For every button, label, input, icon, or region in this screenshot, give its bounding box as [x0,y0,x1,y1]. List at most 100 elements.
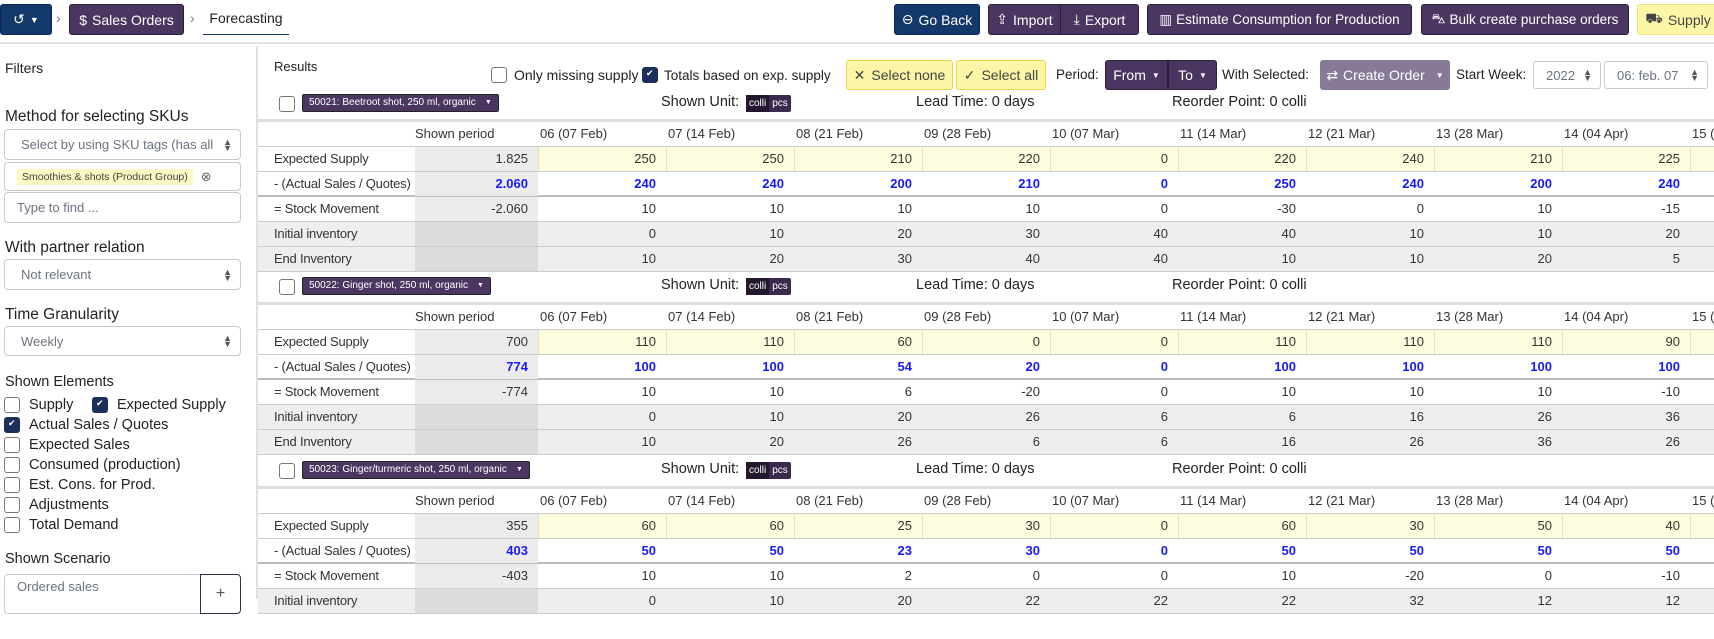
week-value[interactable]: 250 [538,147,666,171]
week-value[interactable]: 50 [1665,543,1680,558]
find-input[interactable]: Type to find ... [4,192,241,223]
element-checkbox[interactable]: Adjustments [4,497,109,513]
unit-colli[interactable]: colli [746,462,770,479]
breadcrumb-sales-orders[interactable]: $ Sales Orders [69,4,184,35]
week-value[interactable] [1690,147,1714,171]
checkbox[interactable] [4,457,20,473]
week-value[interactable]: 240 [1402,176,1424,191]
week-value[interactable]: 240 [762,176,784,191]
week-value[interactable]: 50 [1434,514,1562,538]
week-value[interactable]: 25 [794,514,922,538]
week-value[interactable]: 110 [538,330,666,354]
select-all-button[interactable]: ✓ Select all [956,60,1046,90]
checkbox[interactable] [4,497,20,513]
checkbox[interactable] [4,417,20,433]
week-value[interactable]: 0 [922,330,1050,354]
period-from-dropdown[interactable]: From ▼ [1105,60,1168,90]
element-checkbox[interactable]: Expected Sales [4,437,130,453]
sku-dropdown[interactable]: 50022: Ginger shot, 250 ml, organic ▼ [302,277,491,295]
week-value[interactable]: 220 [922,147,1050,171]
checkbox[interactable] [92,397,108,413]
week-value[interactable]: 50 [1537,543,1552,558]
checkbox[interactable] [491,67,507,83]
week-value[interactable]: 210 [1018,176,1040,191]
week-value[interactable]: 210 [1434,147,1562,171]
week-value[interactable]: 240 [634,176,656,191]
element-checkbox[interactable]: Actual Sales / Quotes [4,417,168,433]
week-value[interactable]: 90 [1562,330,1690,354]
only-missing-checkbox[interactable]: Only missing supply [491,67,639,83]
element-checkbox[interactable]: Total Demand [4,517,118,533]
week-value[interactable]: 100 [1274,359,1296,374]
week-value[interactable]: 0 [1050,147,1178,171]
create-order-dropdown[interactable]: ⇄ Create Order ▼ [1320,60,1450,90]
week-value[interactable]: 60 [794,330,922,354]
week-value[interactable]: 50 [1281,543,1296,558]
week-value[interactable]: 240 [1658,176,1680,191]
week-value[interactable]: 50 [1409,543,1424,558]
week-value[interactable]: 60 [538,514,666,538]
unit-pcs[interactable]: pcs [772,465,788,476]
week-value[interactable]: 23 [897,543,912,558]
week-value[interactable]: 200 [1530,176,1552,191]
unit-colli[interactable]: colli [746,278,770,295]
week-value[interactable] [1690,355,1714,379]
sku-dropdown[interactable]: 50021: Beetroot shot, 250 ml, organic ▼ [302,94,499,112]
checkbox[interactable] [4,517,20,533]
unit-toggle[interactable]: colli pcs [746,462,791,479]
go-back-button[interactable]: ⊖ Go Back [894,4,980,35]
week-value[interactable]: 210 [794,147,922,171]
week-value[interactable]: 100 [762,359,784,374]
method-select[interactable]: Select by using SKU tags (has all ▲ ▼ [4,129,241,160]
week-value[interactable]: 30 [1306,514,1434,538]
week-value[interactable]: 0 [1160,543,1168,558]
week-value[interactable]: 0 [1160,176,1168,191]
week-value[interactable]: 60 [1178,514,1306,538]
period-to-dropdown[interactable]: To ▼ [1168,60,1217,90]
unit-colli[interactable]: colli [746,95,770,112]
week-value[interactable]: 50 [641,543,656,558]
week-value[interactable]: 250 [1274,176,1296,191]
breadcrumb-forecasting[interactable]: Forecasting [203,10,289,35]
week-value[interactable]: 20 [1025,359,1040,374]
supply-button[interactable]: ⛟ Supply [1637,4,1714,35]
week-value[interactable]: 0 [1050,514,1178,538]
element-checkbox[interactable]: Consumed (production) [4,457,181,473]
totals-exp-checkbox[interactable]: Totals based on exp. supply [642,67,831,83]
week-value[interactable]: 110 [1178,330,1306,354]
add-scenario-button[interactable]: + [200,574,241,614]
remove-tag-icon[interactable]: ⊗ [200,168,212,184]
week-value[interactable]: 30 [922,514,1050,538]
checkbox[interactable] [4,437,20,453]
week-value[interactable]: 30 [1025,543,1040,558]
week-value[interactable]: 225 [1562,147,1690,171]
week-value[interactable]: 40 [1562,514,1690,538]
granularity-select[interactable]: Weekly ▲ ▼ [4,326,241,356]
week-value[interactable] [1690,539,1714,563]
partner-select[interactable]: Not relevant ▲ ▼ [4,259,241,290]
week-value[interactable]: 250 [666,147,794,171]
estimate-consumption-button[interactable]: ▥ Estimate Consumption for Production [1147,4,1412,35]
sku-dropdown[interactable]: 50023: Ginger/turmeric shot, 250 ml, org… [302,461,530,479]
sku-select-checkbox[interactable] [279,96,295,113]
week-value[interactable] [1690,514,1714,538]
week-value[interactable] [1690,172,1714,196]
unit-toggle[interactable]: colli pcs [746,278,791,295]
week-value[interactable]: 200 [890,176,912,191]
week-value[interactable]: 220 [1178,147,1306,171]
select-none-button[interactable]: ✕ Select none [846,60,953,90]
week-value[interactable]: 60 [666,514,794,538]
week-value[interactable]: 50 [769,543,784,558]
import-button[interactable]: ⇪ Import [988,4,1061,35]
week-value[interactable]: 110 [1306,330,1434,354]
week-value[interactable]: 100 [634,359,656,374]
week-value[interactable]: 0 [1160,359,1168,374]
week-value[interactable]: 110 [1434,330,1562,354]
checkbox[interactable] [4,397,20,413]
week-value[interactable]: 0 [1050,330,1178,354]
week-value[interactable] [1690,330,1714,354]
checkbox[interactable] [642,67,658,83]
start-week-select[interactable]: 06: feb. 07 ▲ ▼ [1604,61,1708,89]
export-button[interactable]: ⤓ Export [1060,4,1139,35]
sku-select-checkbox[interactable] [279,463,295,480]
